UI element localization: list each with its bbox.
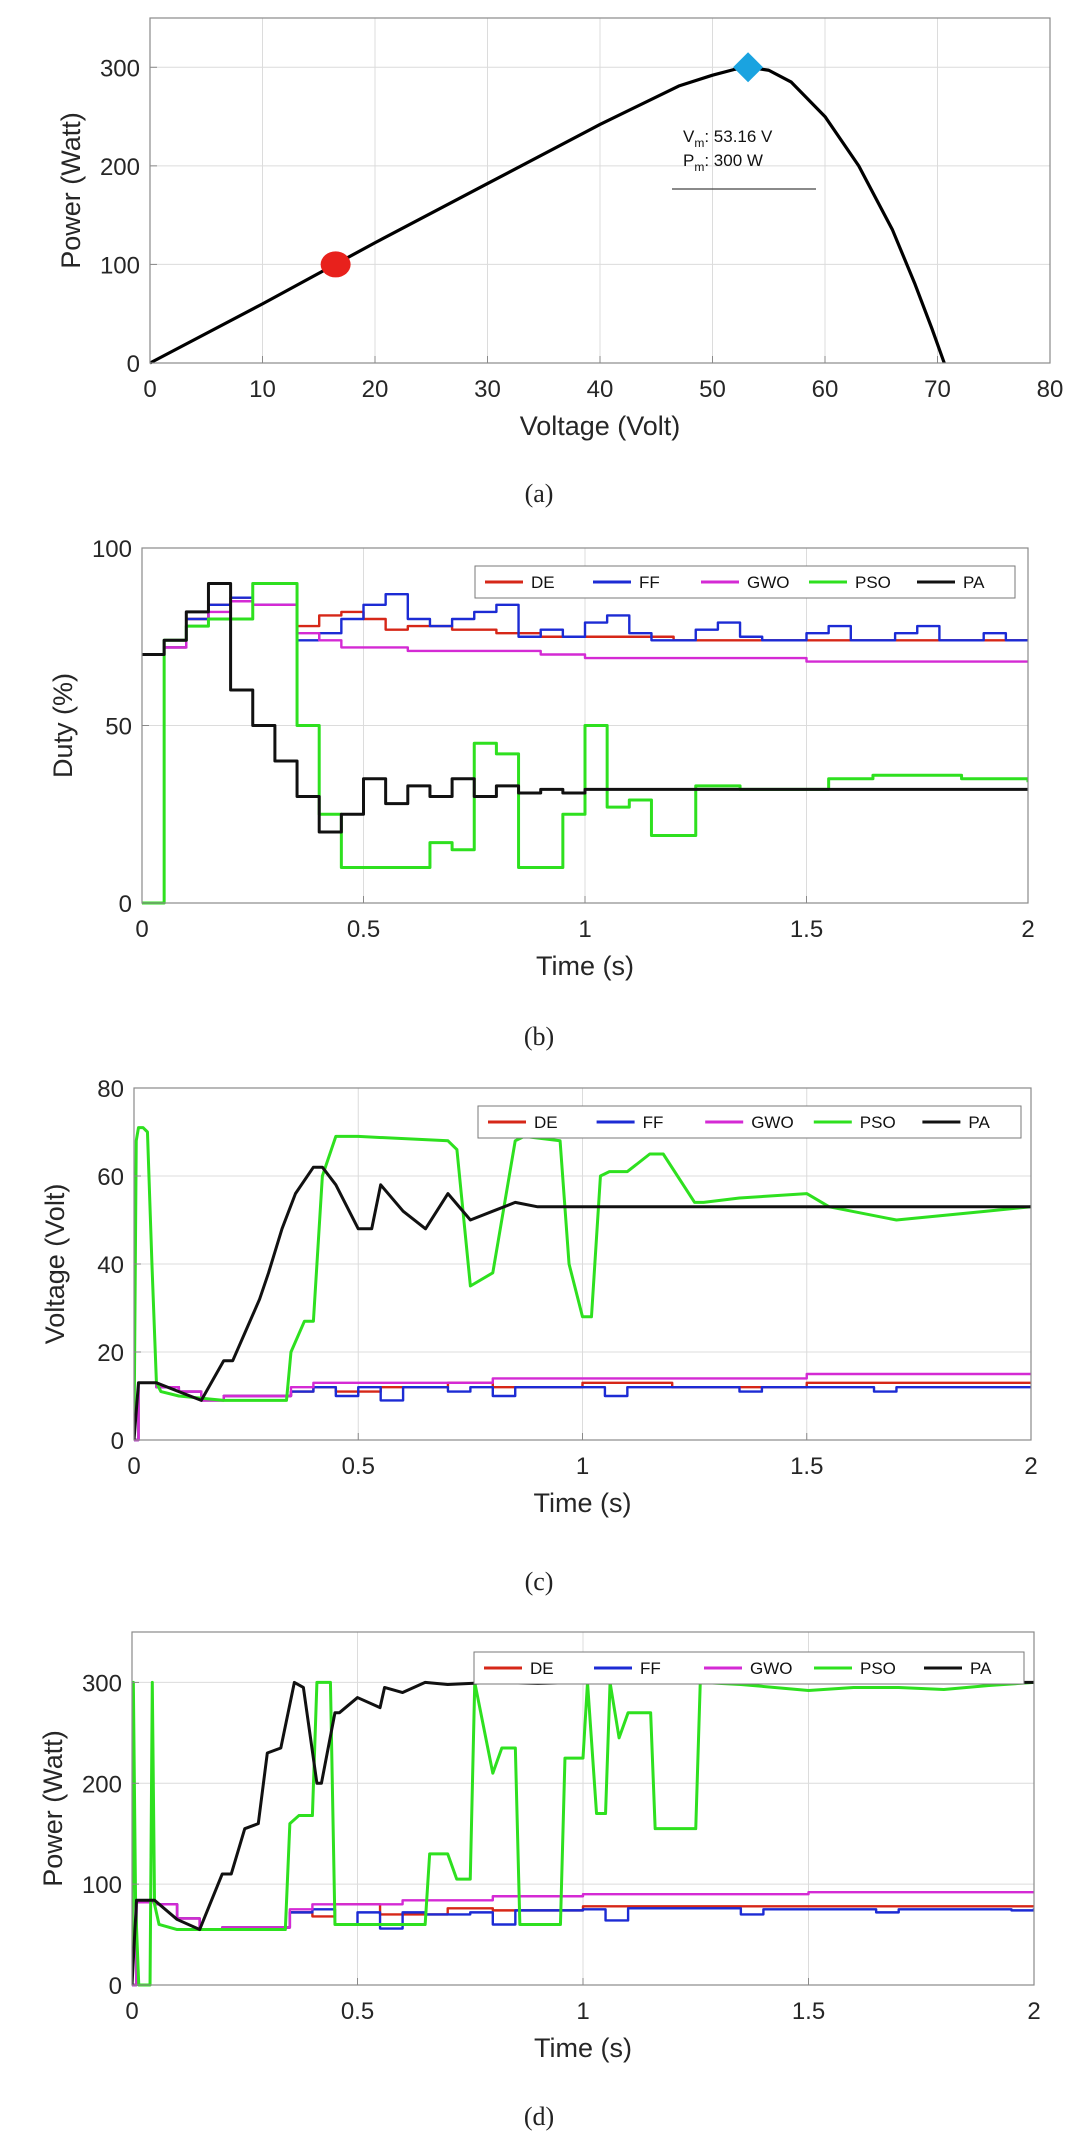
y-tick-label: 0 xyxy=(127,351,140,378)
y-tick-label: 60 xyxy=(97,1164,124,1191)
y-tick-label: 100 xyxy=(82,1872,122,1899)
x-tick-label: 1 xyxy=(576,1998,589,2025)
y-tick-label: 0 xyxy=(111,1428,124,1455)
x-tick-label: 40 xyxy=(587,376,614,403)
x-tick-label: 30 xyxy=(474,376,501,403)
series-line-pa xyxy=(132,1680,1034,1986)
series-line-pa xyxy=(134,1165,1031,1441)
legend-label-ff: FF xyxy=(643,1113,664,1132)
x-tick-label: 70 xyxy=(924,376,951,403)
caption-b: (b) xyxy=(524,1022,554,1051)
x-tick-label: 0 xyxy=(143,376,156,403)
annotation-pm-base: P xyxy=(683,151,694,170)
y-tick-label: 300 xyxy=(82,1670,122,1697)
x-axis-label: Time (s) xyxy=(534,2033,632,2063)
annotation-vm-value: : 53.16 V xyxy=(704,127,773,146)
legend-label-de: DE xyxy=(534,1113,558,1132)
legend-label-pso: PSO xyxy=(855,573,891,592)
y-axis-label: Power (Watt) xyxy=(56,112,86,269)
legend-label-gwo: GWO xyxy=(751,1113,794,1132)
legend-label-ff: FF xyxy=(639,573,660,592)
x-tick-label: 0.5 xyxy=(341,1998,374,2025)
annotation-pm-sub: m xyxy=(694,160,704,174)
y-tick-label: 100 xyxy=(100,252,140,279)
y-axis-label: Voltage (Volt) xyxy=(40,1184,70,1345)
x-tick-label: 0 xyxy=(127,1453,140,1480)
chart-b: 0 0.5 1 1.5 2 0 50 100 Time (s) Duty (%) DE FF GWO PS… xyxy=(48,536,1035,1051)
y-tick-label: 300 xyxy=(100,55,140,82)
x-tick-label: 60 xyxy=(812,376,839,403)
x-axis-label: Time (s) xyxy=(536,951,634,981)
annotation-pm-value: : 300 W xyxy=(704,151,763,170)
x-tick-label: 50 xyxy=(699,376,726,403)
y-tick-label: 200 xyxy=(82,1771,122,1798)
y-axis-label: Power (Watt) xyxy=(38,1730,68,1887)
x-tick-label: 2 xyxy=(1021,916,1034,943)
legend-label-pa: PA xyxy=(970,1659,992,1678)
x-tick-label: 0 xyxy=(125,1998,138,2025)
x-tick-label: 1.5 xyxy=(792,1998,825,2025)
x-tick-label: 0.5 xyxy=(347,916,380,943)
marker-mpp xyxy=(733,52,764,83)
x-axis-label: Time (s) xyxy=(534,1488,632,1518)
y-tick-label: 0 xyxy=(109,1973,122,2000)
legend-label-de: DE xyxy=(530,1659,554,1678)
legend-label-pso: PSO xyxy=(860,1113,896,1132)
y-tick-label: 20 xyxy=(97,1340,124,1367)
series-line-pso xyxy=(134,1126,1031,1441)
y-tick-label: 100 xyxy=(92,536,132,563)
caption-d: (d) xyxy=(524,2102,554,2131)
x-tick-label: 10 xyxy=(249,376,276,403)
x-tick-label: 1.5 xyxy=(790,1453,823,1480)
legend-label-pa: PA xyxy=(968,1113,990,1132)
caption-c: (c) xyxy=(525,1567,554,1596)
x-tick-label: 2 xyxy=(1024,1453,1037,1480)
annotation-pm: Pm: 300 W xyxy=(683,151,763,174)
x-tick-label: 20 xyxy=(362,376,389,403)
x-tick-label: 1.5 xyxy=(790,916,823,943)
y-axis-label: Duty (%) xyxy=(48,673,78,778)
legend-label-gwo: GWO xyxy=(750,1659,793,1678)
annotation-vm-base: V xyxy=(683,127,695,146)
y-tick-label: 0 xyxy=(119,891,132,918)
x-tick-label: 0 xyxy=(135,916,148,943)
y-tick-label: 40 xyxy=(97,1252,124,1279)
chart-a: Vm: 53.16 VPm: 300 W0 10 20 30 40 50 60 70 80010… xyxy=(56,17,1064,508)
marker-operating-point xyxy=(320,251,351,278)
x-tick-label: 1 xyxy=(578,916,591,943)
y-tick-label: 80 xyxy=(97,1076,124,1103)
x-tick-label: 80 xyxy=(1037,376,1064,403)
caption-a: (a) xyxy=(525,479,554,508)
chart-d: 0 0.5 1 1.5 2 0 100 200 300 Time (s) Power (Watt) D… xyxy=(38,1631,1041,2131)
legend-label-gwo: GWO xyxy=(747,573,790,592)
y-tick-label: 200 xyxy=(100,154,140,181)
x-tick-label: 2 xyxy=(1027,1998,1040,2025)
series-line-pa xyxy=(142,582,1028,834)
x-axis-label: Voltage (Volt) xyxy=(520,411,681,441)
legend-label-pso: PSO xyxy=(860,1659,896,1678)
legend-label-ff: FF xyxy=(640,1659,661,1678)
x-tick-label: 1 xyxy=(576,1453,589,1480)
annotation-vm-sub: m xyxy=(694,136,704,150)
x-tick-label: 0.5 xyxy=(342,1453,375,1480)
y-tick-label: 50 xyxy=(105,714,132,741)
annotation-vm: Vm: 53.16 V xyxy=(683,127,773,150)
series-line-pso xyxy=(132,1680,1034,1987)
legend-label-pa: PA xyxy=(963,573,985,592)
legend-label-de: DE xyxy=(531,573,555,592)
